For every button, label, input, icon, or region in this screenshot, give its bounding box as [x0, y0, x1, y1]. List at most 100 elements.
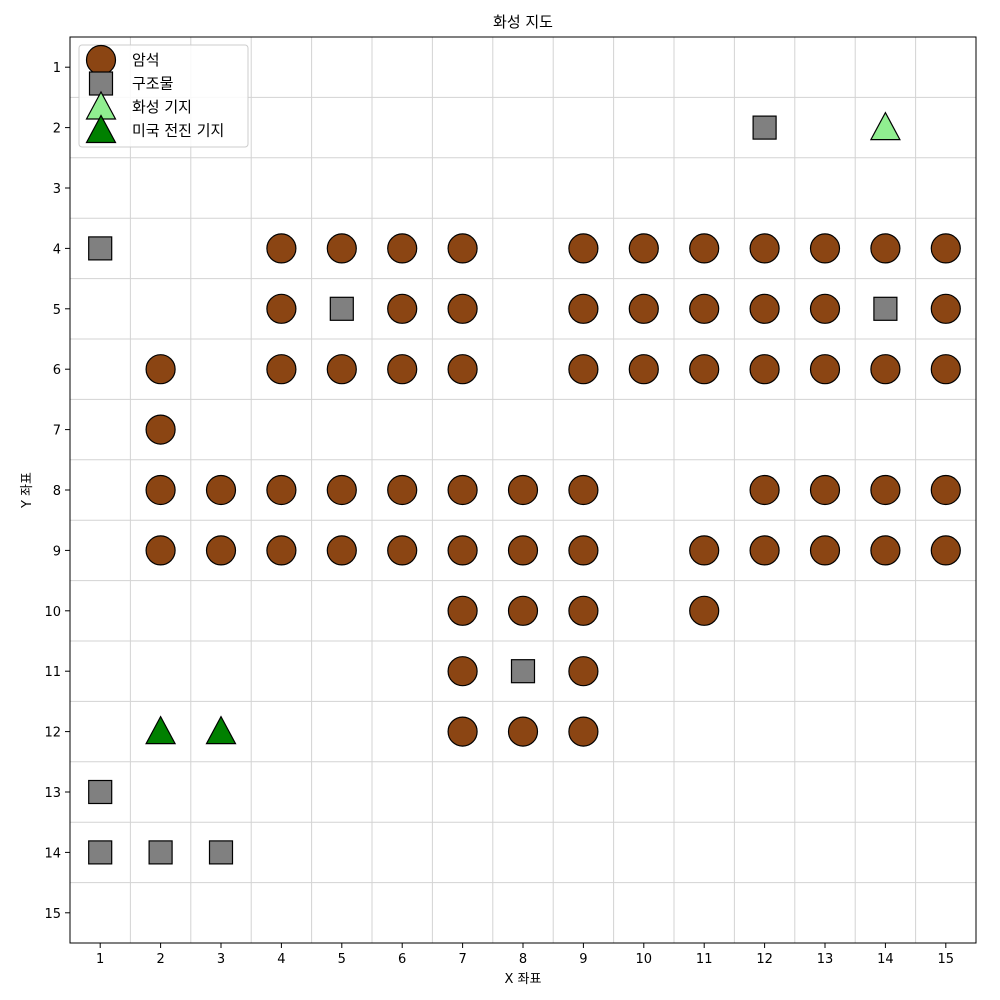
structure-marker	[329, 296, 354, 321]
rock-marker	[809, 474, 841, 506]
y-tick-label: 9	[53, 544, 61, 559]
rock-marker	[809, 535, 841, 566]
rock-marker	[447, 535, 478, 566]
rock-marker	[326, 354, 357, 385]
x-tick-label: 5	[338, 952, 346, 967]
rock-marker	[628, 354, 659, 385]
rock-marker	[689, 293, 720, 324]
rock-marker	[930, 233, 961, 264]
x-tick-label: 12	[756, 952, 773, 967]
rock-marker	[628, 233, 659, 264]
rock-marker	[689, 354, 720, 385]
structure-marker	[88, 779, 113, 805]
rock-marker	[568, 474, 599, 506]
rock-marker	[447, 233, 478, 264]
rock-marker	[387, 293, 418, 324]
y-tick-label: 3	[53, 182, 61, 197]
rock-marker	[568, 535, 599, 566]
rock-marker	[809, 354, 841, 385]
rock-marker	[326, 233, 357, 264]
rock-marker	[507, 595, 539, 626]
y-tick-label: 15	[44, 907, 61, 922]
rock-marker	[689, 595, 720, 626]
rock-marker	[568, 656, 599, 687]
rock-marker	[266, 233, 297, 264]
structure-marker	[873, 296, 898, 321]
y-tick-label: 11	[44, 665, 61, 680]
rock-marker	[749, 474, 780, 506]
data-markers	[88, 111, 961, 865]
series-2	[869, 111, 901, 141]
rock-marker	[568, 595, 599, 626]
rock-marker	[870, 354, 901, 385]
rock-marker	[870, 474, 901, 506]
y-tick-label: 6	[53, 363, 61, 378]
rock-marker	[266, 354, 297, 385]
legend-swatch	[85, 44, 117, 76]
rock-marker	[266, 535, 297, 566]
rock-marker	[930, 535, 961, 566]
structure-marker	[88, 236, 113, 261]
rock-marker	[689, 535, 720, 566]
y-tick-label: 13	[44, 786, 61, 801]
rock-marker	[266, 293, 297, 324]
y-axis-title: Y 좌표	[20, 472, 35, 509]
legend-label: 미국 전진 기지	[132, 122, 224, 140]
x-tick-label: 7	[458, 952, 466, 967]
rock-marker	[145, 535, 176, 566]
chart-title: 화성 지도	[493, 13, 553, 31]
legend-label: 암석	[132, 51, 160, 69]
y-tick-label: 4	[53, 242, 61, 257]
rock-marker	[749, 535, 780, 566]
rock-marker	[749, 233, 780, 264]
rock-marker	[326, 535, 357, 566]
legend-box	[78, 44, 249, 148]
rock-marker	[628, 293, 659, 324]
y-tick-label: 7	[53, 424, 61, 439]
rock-marker	[145, 354, 176, 385]
y-tick-label: 10	[44, 605, 61, 620]
rock-marker	[689, 233, 720, 264]
y-tick-label: 1	[53, 61, 61, 76]
rock-marker	[809, 233, 841, 264]
x-tick-label: 13	[817, 952, 834, 967]
rock-marker	[447, 474, 478, 506]
rock-marker	[870, 233, 901, 264]
rock-marker	[507, 535, 539, 566]
x-tick-label: 11	[696, 952, 713, 967]
rock-marker	[930, 293, 961, 324]
x-tick-label: 1	[96, 952, 104, 967]
structure-marker	[510, 659, 536, 684]
x-tick-label: 8	[519, 952, 527, 967]
x-tick-label: 2	[156, 952, 164, 967]
rock-marker	[387, 535, 418, 566]
legend-swatch	[85, 114, 117, 144]
rock-marker	[447, 293, 478, 324]
rock-marker	[145, 474, 176, 506]
y-tick-label: 14	[44, 846, 61, 861]
rock-marker	[507, 474, 539, 506]
rock-marker	[447, 716, 478, 747]
rock-marker	[749, 354, 780, 385]
y-tick-label: 8	[53, 484, 61, 499]
rock-marker	[387, 354, 418, 385]
structure-marker	[752, 115, 777, 140]
rock-marker	[809, 293, 841, 324]
y-tick-label: 2	[53, 122, 61, 137]
y-tick-label: 5	[53, 303, 61, 318]
axis-ticks: 1 2 3 4 5 6 7 8 9 10 11 12 13 14 151234567891011121314…	[44, 61, 954, 967]
rock-marker	[568, 716, 599, 747]
x-tick-label: 15	[938, 952, 955, 967]
x-tick-label: 14	[877, 952, 894, 967]
legend-label: 구조물	[132, 75, 173, 93]
grid	[70, 37, 976, 943]
rock-marker	[387, 474, 418, 506]
series-3	[145, 715, 237, 745]
x-tick-label: 4	[277, 952, 285, 967]
rock-marker	[145, 414, 176, 445]
rock-marker	[870, 535, 901, 566]
rock-marker	[447, 656, 478, 687]
rock-marker	[930, 354, 961, 385]
